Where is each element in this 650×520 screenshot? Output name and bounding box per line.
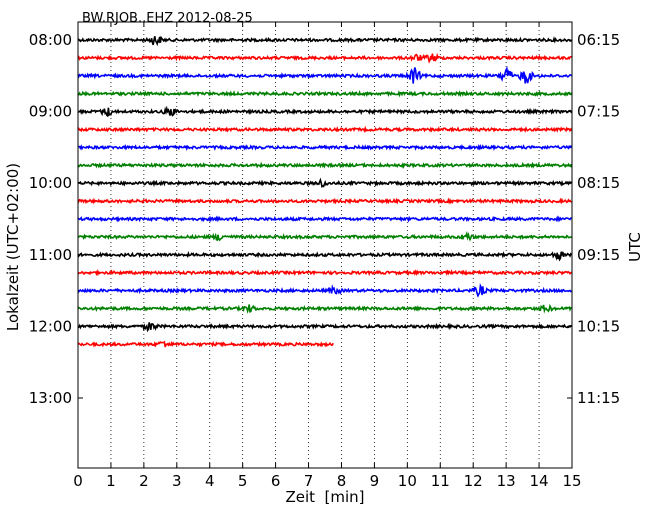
y-tick-label-left: 10:00 [29,174,72,192]
y-tick-label-left: 12:00 [29,317,72,335]
seismic-trace [77,215,572,223]
seismic-trace [78,143,573,151]
y-tick-label-left: 09:00 [29,103,72,121]
y-tick-label-right: 07:15 [577,103,620,121]
x-tick-label: 10 [398,472,417,490]
seismic-trace [77,340,334,348]
y-tick-label-right: 09:15 [577,246,620,264]
x-tick-label: 13 [497,472,516,490]
seismic-trace [77,90,573,98]
x-tick-label: 11 [431,472,450,490]
y-tick-label-right: 11:15 [577,389,620,407]
y-tick-label-left: 08:00 [29,31,72,49]
seismic-trace [77,177,572,188]
x-tick-label: 4 [205,472,215,490]
x-tick-label: 3 [172,472,182,490]
x-tick-label: 1 [106,472,116,490]
x-tick-label: 14 [530,472,549,490]
seismic-trace [77,125,573,133]
x-tick-label: 5 [238,472,248,490]
x-tick-label: 8 [337,472,347,490]
seismic-trace [77,161,573,170]
x-tick-label: 15 [562,472,581,490]
seismic-trace [77,105,573,118]
y-tick-label-right: 06:15 [577,31,620,49]
seismic-trace [77,35,572,47]
seismic-trace [77,230,572,242]
seismic-trace [77,303,572,314]
y-tick-label-left: 11:00 [29,246,72,264]
y-tick-label-right: 10:15 [577,317,620,335]
seismic-trace [77,52,572,64]
plot-frame [77,21,573,469]
x-tick-label: 0 [73,472,83,490]
x-axis-label: Zeit [min] [285,488,365,506]
x-tick-label: 9 [370,472,380,490]
x-tick-label: 7 [304,472,314,490]
seismic-trace [77,322,572,333]
seismic-trace [77,197,572,205]
x-tick-label: 6 [271,472,281,490]
y-tick-label-right: 08:15 [577,174,620,192]
seismic-trace [77,251,573,262]
x-tick-label: 2 [139,472,149,490]
y-tick-label-left: 13:00 [29,389,72,407]
seismic-trace [77,65,572,84]
seismic-trace [77,268,573,277]
seismic-trace [77,283,572,298]
x-tick-label: 12 [464,472,483,490]
